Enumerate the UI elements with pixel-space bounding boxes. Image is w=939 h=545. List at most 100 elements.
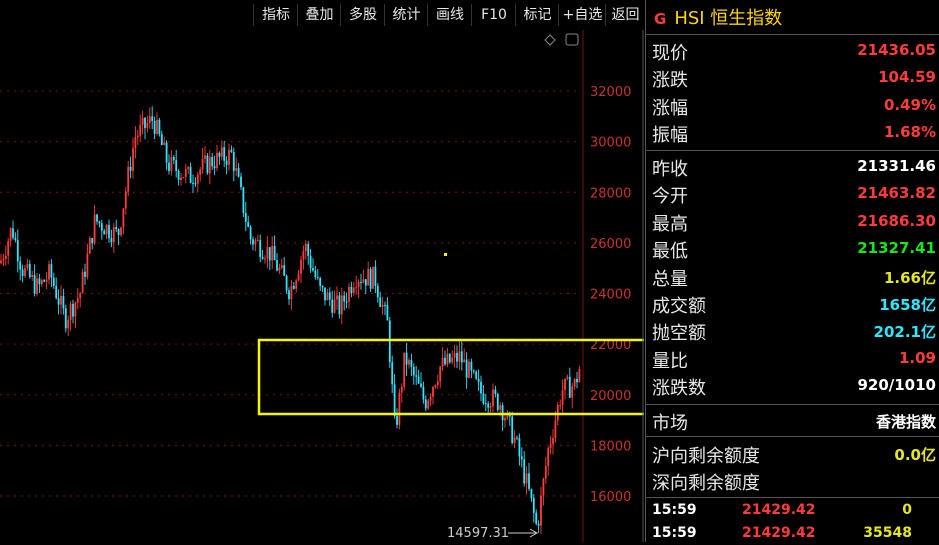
toolbar-button-7[interactable]: 标记	[515, 4, 559, 26]
candle-body	[0, 260, 2, 264]
candle-body	[19, 261, 22, 270]
trade-time: 15:59	[652, 525, 697, 541]
toolbar-button-2[interactable]: 叠加	[297, 4, 341, 26]
candle-body	[300, 259, 302, 274]
candle-body	[446, 353, 449, 365]
price-label-32000: 32000	[590, 85, 631, 100]
kline-chart: 32000 30000 28000 26000 24000 22000 20000 18000…	[0, 30, 644, 542]
candle-body	[439, 366, 442, 382]
candle-body	[268, 247, 271, 261]
candle-body	[146, 123, 149, 129]
candle-body	[511, 416, 514, 444]
candle-body	[86, 253, 89, 277]
candle-body	[496, 394, 499, 410]
candle-body	[403, 352, 406, 387]
trade-row: 15:59 21429.42 0	[646, 500, 939, 522]
price-label-22000: 22000	[590, 338, 631, 353]
candle-body	[302, 251, 305, 260]
candle-body	[458, 351, 461, 362]
candle-body	[314, 270, 317, 278]
toolbar-button-6[interactable]: F10	[471, 4, 516, 26]
candle-body	[175, 160, 178, 172]
candle-body	[24, 268, 26, 277]
candle-body	[326, 292, 329, 301]
candle-body	[240, 176, 242, 188]
stat-mid-row-0: 昨收 21331.46	[646, 153, 939, 180]
quota-label-1: 深向剩余额度	[652, 473, 760, 494]
price-label-26000: 26000	[590, 237, 631, 252]
candle-body	[415, 375, 418, 377]
toolbar-button-8[interactable]: +自选	[558, 4, 606, 26]
candle-body	[554, 420, 557, 438]
candle-body	[324, 287, 326, 301]
candle-body	[194, 183, 197, 185]
stat-top-label-1: 涨跌	[652, 70, 688, 92]
candle-body	[211, 156, 214, 167]
candle-body	[165, 142, 168, 163]
candle-body	[129, 166, 132, 171]
candle-body	[316, 277, 319, 279]
stat-mid-row-3: 最低 21327.41	[646, 235, 939, 262]
candle-body	[98, 221, 101, 224]
candle-body	[96, 214, 98, 222]
candle-body	[156, 119, 158, 134]
stat-mid-label-4: 总量	[652, 268, 688, 290]
candle-body	[451, 357, 454, 363]
candle-body	[67, 319, 70, 329]
stat-mid-value-7: 1.09	[898, 348, 936, 367]
candle-body	[31, 274, 34, 277]
stat-mid-row-1: 今开 21463.82	[646, 180, 939, 207]
stat-mid-label-2: 最高	[652, 213, 688, 235]
diamond-icon[interactable]	[544, 34, 556, 46]
price-label-20000: 20000	[590, 389, 631, 404]
candle-body	[571, 386, 574, 398]
stat-mid-label-8: 涨跌数	[652, 378, 706, 400]
candle-body	[50, 264, 53, 278]
candle-body	[7, 240, 10, 256]
quote-title: G HSI 恒生指数	[654, 4, 782, 30]
candle-body	[26, 263, 29, 269]
candle-body	[283, 265, 286, 276]
candle-body	[163, 142, 166, 145]
candle-body	[559, 404, 562, 406]
candle-body	[170, 157, 173, 172]
candle-body	[427, 400, 430, 409]
candlestick-series	[0, 106, 581, 535]
candle-body	[537, 523, 540, 526]
candle-body	[429, 396, 432, 401]
candle-body	[288, 290, 290, 300]
candle-body	[578, 368, 581, 383]
candle-body	[242, 187, 245, 214]
candle-body	[84, 271, 86, 277]
candle-body	[564, 378, 566, 391]
candle-body	[45, 279, 48, 282]
candle-body	[468, 361, 470, 378]
candle-body	[504, 418, 506, 421]
toolbar-button-5[interactable]: 画线	[427, 4, 472, 26]
candle-body	[542, 478, 545, 496]
candle-body	[232, 151, 235, 171]
toolbar-button-9[interactable]: 返回	[605, 4, 645, 26]
stat-mid-row-5: 成交额 1658亿	[646, 290, 939, 317]
toolbar-button-3[interactable]: 多股	[340, 4, 385, 26]
stat-mid-label-3: 最低	[652, 241, 688, 263]
candle-body	[513, 437, 516, 444]
trade-time: 15:59	[652, 502, 697, 518]
candle-body	[576, 378, 578, 383]
candle-body	[196, 174, 199, 184]
candle-body	[487, 403, 490, 408]
candle-body	[549, 443, 552, 449]
candle-body	[228, 149, 230, 165]
toolbar-button-1[interactable]: 指标	[253, 4, 298, 26]
candle-body	[290, 285, 293, 300]
toolbar-button-4[interactable]: 统计	[384, 4, 428, 26]
candle-body	[112, 227, 115, 243]
candle-body	[441, 357, 444, 367]
candle-body	[256, 240, 259, 242]
window-icon[interactable]	[565, 33, 579, 46]
market-value-0: 香港指数	[875, 413, 936, 431]
candle-body	[55, 285, 58, 299]
candle-body	[160, 134, 163, 145]
candle-body	[264, 258, 266, 260]
candle-body	[141, 117, 144, 125]
